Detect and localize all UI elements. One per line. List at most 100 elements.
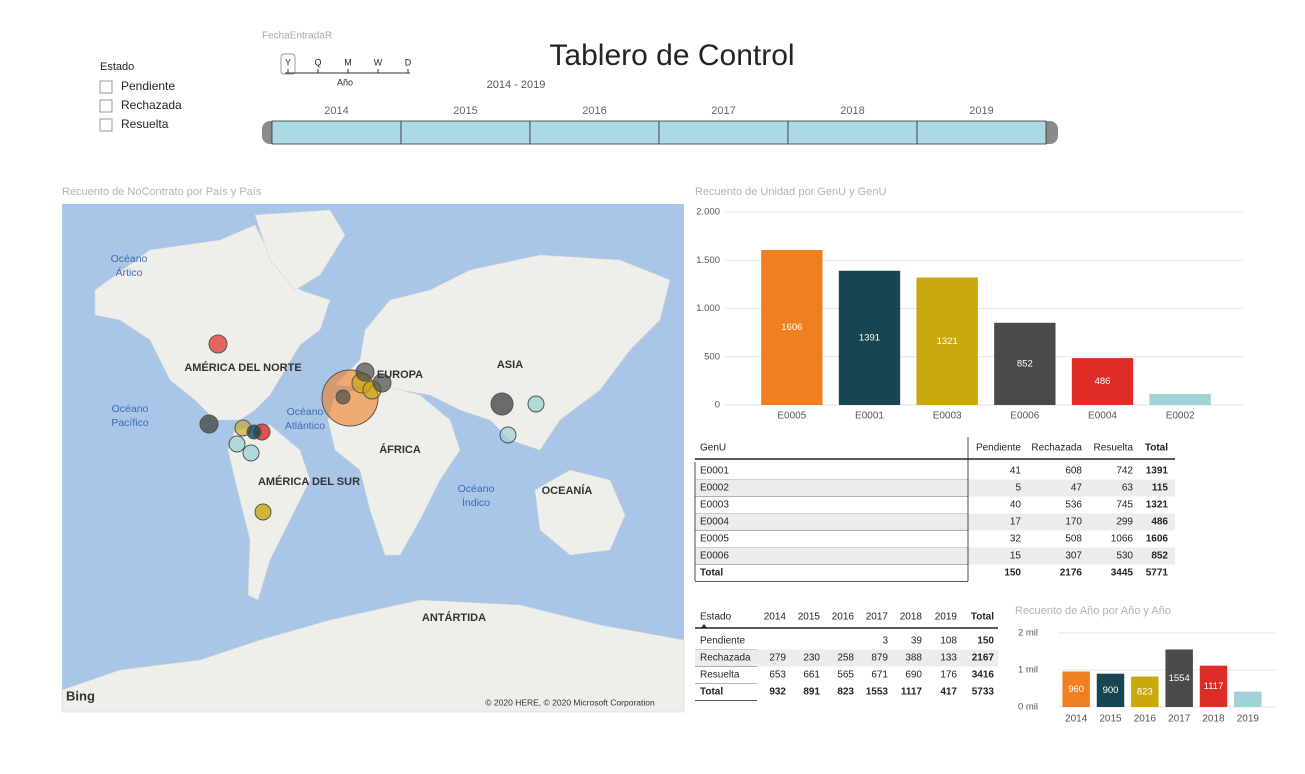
timeline-segment[interactable] — [787, 120, 918, 145]
table-cell: 17 — [1010, 517, 1022, 528]
slicer-item[interactable]: Pendiente — [121, 79, 175, 93]
chart-title: Recuento de Unidad por GenU y GenU — [695, 186, 886, 198]
y-tick-label: 2 mil — [1018, 628, 1038, 639]
bar — [1071, 358, 1134, 405]
table-header: Resuelta — [1094, 443, 1134, 454]
table-header: Total — [1145, 443, 1168, 454]
timeline-level[interactable]: Y — [285, 57, 291, 67]
table-cell: 115 — [1152, 483, 1169, 494]
y-tick-label: 0 mil — [1018, 702, 1038, 713]
timeline-year: 2016 — [582, 105, 606, 117]
timeline-segment[interactable] — [400, 120, 531, 145]
map-logo: Bing — [66, 688, 95, 703]
bar-value-label: 1117 — [1204, 681, 1224, 692]
bubble — [372, 373, 392, 393]
slicer-title: Estado — [100, 61, 134, 73]
y-tick-label: 0 — [715, 400, 720, 411]
map-ocean-label: Índico — [462, 496, 490, 509]
table-cell: 15 — [1010, 551, 1022, 562]
table-cell: 40 — [1010, 500, 1022, 511]
map-ocean-label: Atlántico — [285, 420, 325, 432]
table-cell: 41 — [1010, 466, 1022, 477]
table-cell: 565 — [837, 670, 854, 681]
map-ocean-label: Pacífico — [111, 417, 149, 429]
table-cell: 3 — [882, 636, 888, 647]
table-cell: Total — [700, 568, 723, 579]
table-header: 2019 — [935, 612, 958, 623]
land-antarctica — [61, 599, 685, 713]
bubble — [208, 334, 228, 354]
x-tick-label: 2018 — [1202, 714, 1225, 725]
chart-title: Recuento de Año por Año y Año — [1015, 605, 1171, 617]
timeline-level-label: Año — [337, 77, 353, 87]
x-tick-label: 2019 — [1237, 714, 1260, 725]
timeline-year: 2014 — [324, 105, 348, 117]
bar-value-label: 486 — [1095, 376, 1111, 387]
slicer-checkbox[interactable] — [99, 118, 113, 132]
table-cell: 3416 — [972, 670, 995, 681]
bar — [1062, 671, 1090, 707]
table-cell: 108 — [940, 636, 957, 647]
bar-value-label: 1391 — [859, 332, 880, 343]
timeline-level[interactable]: W — [374, 57, 383, 67]
timeline-level[interactable]: M — [344, 57, 352, 67]
x-tick-label: E0005 — [777, 411, 806, 422]
map — [61, 204, 685, 713]
table-cell: 176 — [940, 670, 957, 681]
table-cell: Total — [700, 687, 723, 698]
table-cell: Resuelta — [700, 670, 740, 681]
x-tick-label: 2016 — [1134, 714, 1157, 725]
x-tick-label: E0001 — [855, 411, 884, 422]
table-cell: 879 — [871, 653, 888, 664]
timeline-year: 2019 — [969, 105, 993, 117]
slicer-checkbox[interactable] — [99, 99, 113, 113]
table-cell: 307 — [1065, 551, 1082, 562]
table-header: 2014 — [764, 612, 787, 623]
slicer-checkbox[interactable] — [99, 80, 113, 94]
bar — [1149, 393, 1211, 405]
land-eurasia — [334, 254, 671, 451]
table-cell: 661 — [803, 670, 820, 681]
timeline-segment[interactable] — [916, 120, 1047, 145]
table-cell: 417 — [940, 687, 957, 698]
bubble — [199, 414, 219, 434]
table-cell: 150 — [977, 636, 994, 647]
timeline-field: FechaEntradaR — [262, 31, 332, 42]
slicer-item[interactable]: Resuelta — [121, 117, 169, 131]
timeline-level-selected[interactable] — [280, 53, 296, 75]
timeline-segment[interactable] — [271, 120, 402, 145]
bar-value-label: 1321 — [937, 336, 958, 347]
map-ocean-label: Océano — [112, 403, 149, 415]
table-cell: 671 — [871, 670, 888, 681]
map-attribution: © 2020 HERE, © 2020 Microsoft Corporatio… — [485, 697, 655, 707]
timeline-range: 2014 - 2019 — [487, 79, 546, 91]
table-header: Total — [971, 612, 994, 623]
land-north-america — [94, 224, 331, 421]
bubble — [355, 362, 375, 382]
table-cell: E0001 — [700, 466, 729, 477]
bubble — [242, 444, 260, 462]
timeline-level[interactable]: Q — [314, 57, 321, 67]
bar — [1096, 673, 1125, 707]
bubble — [527, 395, 545, 413]
timeline-level[interactable]: D — [405, 57, 412, 67]
table-row-shade — [695, 649, 998, 667]
y-tick-label: 1.000 — [696, 303, 720, 314]
table-header: Rechazada — [1031, 443, 1082, 454]
timeline-segment[interactable] — [529, 120, 660, 145]
map-bubbles — [199, 334, 545, 521]
table-cell: Pendiente — [700, 636, 745, 647]
table-cell: 32 — [1010, 534, 1022, 545]
table-cell: 150 — [1004, 568, 1021, 579]
table-cell: 5 — [1015, 483, 1021, 494]
table-header: Estado — [700, 612, 732, 623]
table-cell: 388 — [905, 653, 922, 664]
bar-value-label: 823 — [1137, 686, 1153, 697]
table-row-shade — [695, 547, 1175, 565]
bar — [1199, 665, 1228, 707]
x-tick-label: E0002 — [1166, 411, 1195, 422]
slicer-item[interactable]: Rechazada — [121, 98, 182, 112]
timeline-year: 2017 — [711, 105, 735, 117]
timeline-segment[interactable] — [658, 120, 789, 145]
